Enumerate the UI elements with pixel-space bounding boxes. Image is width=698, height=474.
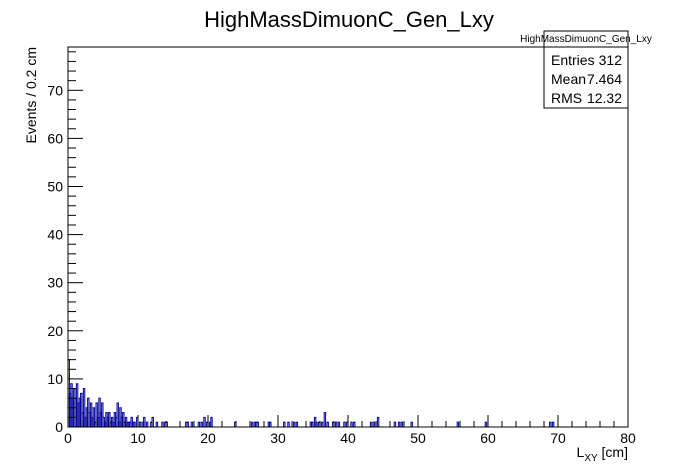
x-tick-label: 70 <box>550 430 566 446</box>
histogram-bar <box>353 421 356 428</box>
histogram-bar <box>186 421 189 428</box>
y-tick-label: 70 <box>47 82 63 98</box>
x-tick-label: 20 <box>200 430 216 446</box>
histogram-bar <box>203 416 206 428</box>
stats-mean-value: 7.464 <box>587 71 622 87</box>
histogram-bar <box>155 421 159 428</box>
stats-box: HighMassDimuonC_Gen_Lxy Entries 312 Mean… <box>520 30 652 109</box>
stats-entries-value: 312 <box>599 52 623 68</box>
y-tick-label: 40 <box>47 227 63 243</box>
y-tick-label: 60 <box>47 130 63 146</box>
histogram-bar <box>484 421 488 428</box>
histogram-bar <box>372 421 376 428</box>
stats-mean-label: Mean <box>551 71 586 87</box>
histogram-bar <box>337 421 341 428</box>
histogram-bar <box>295 421 299 428</box>
y-axis-label: Events / 0.2 cm <box>23 47 39 143</box>
histogram-bar <box>376 416 380 428</box>
stats-rms-label: RMS <box>551 90 582 106</box>
histogram-bar <box>323 412 327 428</box>
histogram-bar <box>200 421 203 428</box>
histogram-bar <box>343 421 346 428</box>
x-tick-label: 30 <box>270 430 286 446</box>
x-tick-label: 80 <box>620 430 636 446</box>
chart-title: HighMassDimuonC_Gen_Lxy <box>204 7 494 32</box>
y-tick-label: 0 <box>55 419 63 435</box>
histogram-bar <box>350 421 353 428</box>
x-tick-label: 40 <box>340 430 356 446</box>
histogram-bar <box>283 421 286 428</box>
histogram-bar <box>400 421 404 428</box>
histogram-bar <box>133 421 136 428</box>
histogram-bar <box>315 421 318 428</box>
histogram-bar <box>334 421 338 428</box>
histogram-bar <box>410 421 413 428</box>
stats-box-frame <box>543 30 629 109</box>
x-tick-label: 50 <box>410 430 426 446</box>
histogram-bar <box>320 421 324 428</box>
histogram-bar <box>311 421 314 428</box>
histogram-bar <box>161 421 164 428</box>
x-axis-label: LXY [cm] <box>577 444 628 464</box>
y-tick-label: 10 <box>47 371 63 387</box>
histogram-bar <box>190 421 194 428</box>
histogram-bar <box>456 421 460 428</box>
stats-box-title: HighMassDimuonC_Gen_Lxy <box>520 34 652 45</box>
histogram-bar <box>269 421 272 428</box>
histogram-bar <box>210 416 213 428</box>
y-tick-label: 20 <box>47 323 63 339</box>
histogram-bar <box>292 421 296 428</box>
histogram-bar <box>549 421 552 428</box>
histogram-bar <box>326 421 329 428</box>
histogram-bar <box>369 421 373 428</box>
stats-rms-value: 12.32 <box>587 90 622 106</box>
x-axis: 0 10 20 30 40 50 60 70 80 <box>64 415 636 446</box>
histogram-bar <box>256 421 259 428</box>
y-tick-label: 30 <box>47 275 63 291</box>
histogram-bar <box>250 421 254 428</box>
histogram-bars <box>67 359 555 428</box>
x-tick-label: 0 <box>64 430 72 446</box>
stats-entries-label: Entries <box>551 52 595 68</box>
histogram-bar <box>287 421 290 428</box>
histogram-bar <box>143 416 146 428</box>
y-tick-label: 50 <box>47 178 63 194</box>
y-axis: 0 10 20 30 40 50 60 70 <box>47 51 83 435</box>
histogram-bar <box>397 421 401 428</box>
x-tick-label: 60 <box>480 430 496 446</box>
histogram-bar <box>393 421 397 428</box>
histogram-bar <box>145 421 149 428</box>
histogram-bar <box>138 421 142 428</box>
x-tick-label: 10 <box>130 430 146 446</box>
histogram-bar <box>197 421 201 428</box>
histogram-bar <box>551 421 555 428</box>
